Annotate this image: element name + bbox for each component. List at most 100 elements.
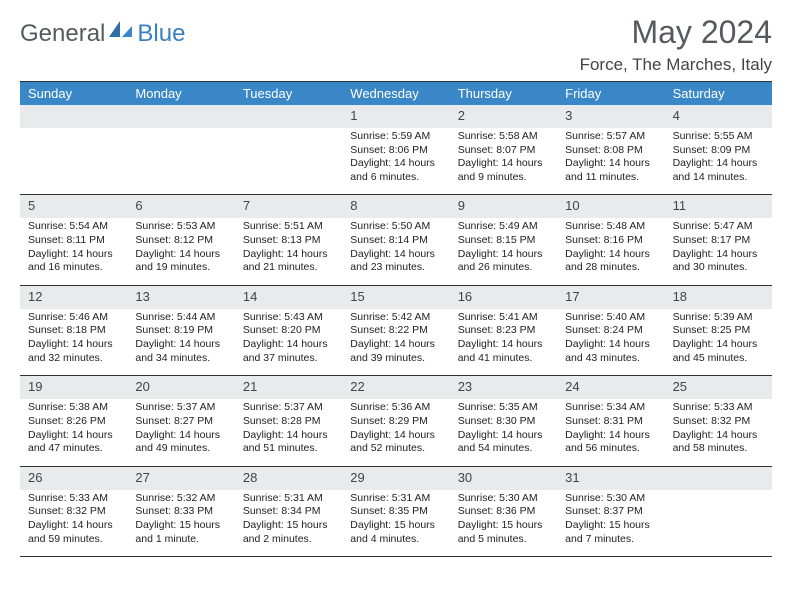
sunset-text: Sunset: 8:29 PM [350, 415, 441, 429]
sunrise-text: Sunrise: 5:39 AM [673, 311, 764, 325]
day-cell: 26Sunrise: 5:33 AMSunset: 8:32 PMDayligh… [20, 467, 127, 556]
sail-icon [109, 19, 135, 44]
sunrise-text: Sunrise: 5:57 AM [565, 130, 656, 144]
day-cell: 14Sunrise: 5:43 AMSunset: 8:20 PMDayligh… [235, 286, 342, 375]
day-cell: 9Sunrise: 5:49 AMSunset: 8:15 PMDaylight… [450, 195, 557, 284]
day-body: Sunrise: 5:41 AMSunset: 8:23 PMDaylight:… [450, 309, 557, 376]
daylight-text: Daylight: 15 hours and 5 minutes. [458, 519, 549, 546]
day-body: Sunrise: 5:58 AMSunset: 8:07 PMDaylight:… [450, 128, 557, 195]
daylight-text: Daylight: 14 hours and 52 minutes. [350, 429, 441, 456]
sunrise-text: Sunrise: 5:49 AM [458, 220, 549, 234]
day-number [235, 105, 342, 128]
sunrise-text: Sunrise: 5:40 AM [565, 311, 656, 325]
day-header-thursday: Thursday [450, 82, 557, 105]
day-header-sunday: Sunday [20, 82, 127, 105]
sunrise-text: Sunrise: 5:37 AM [135, 401, 226, 415]
daylight-text: Daylight: 14 hours and 56 minutes. [565, 429, 656, 456]
title-block: May 2024 Force, The Marches, Italy [580, 14, 772, 75]
day-header-saturday: Saturday [665, 82, 772, 105]
sunrise-text: Sunrise: 5:51 AM [243, 220, 334, 234]
day-number: 7 [235, 195, 342, 218]
sunset-text: Sunset: 8:27 PM [135, 415, 226, 429]
daylight-text: Daylight: 14 hours and 14 minutes. [673, 157, 764, 184]
sunrise-text: Sunrise: 5:47 AM [673, 220, 764, 234]
logo-text-general: General [20, 20, 105, 48]
daylight-text: Daylight: 14 hours and 6 minutes. [350, 157, 441, 184]
sunset-text: Sunset: 8:26 PM [28, 415, 119, 429]
week-row: 12Sunrise: 5:46 AMSunset: 8:18 PMDayligh… [20, 286, 772, 376]
sunrise-text: Sunrise: 5:54 AM [28, 220, 119, 234]
day-body: Sunrise: 5:35 AMSunset: 8:30 PMDaylight:… [450, 399, 557, 466]
day-body: Sunrise: 5:30 AMSunset: 8:36 PMDaylight:… [450, 490, 557, 557]
day-body: Sunrise: 5:36 AMSunset: 8:29 PMDaylight:… [342, 399, 449, 466]
sunrise-text: Sunrise: 5:34 AM [565, 401, 656, 415]
sunrise-text: Sunrise: 5:30 AM [565, 492, 656, 506]
day-number: 30 [450, 467, 557, 490]
day-number: 23 [450, 376, 557, 399]
daylight-text: Daylight: 15 hours and 1 minute. [135, 519, 226, 546]
day-cell: 20Sunrise: 5:37 AMSunset: 8:27 PMDayligh… [127, 376, 234, 465]
sunrise-text: Sunrise: 5:46 AM [28, 311, 119, 325]
day-number: 25 [665, 376, 772, 399]
day-cell: 24 Sunrise: 5:34 AMSunset: 8:31 PMDayligh… [557, 376, 664, 465]
daylight-text: Daylight: 14 hours and 47 minutes. [28, 429, 119, 456]
sunrise-text: Sunrise: 5:58 AM [458, 130, 549, 144]
day-body [235, 128, 342, 140]
day-cell [665, 467, 772, 556]
day-body: Sunrise: 5:50 AMSunset: 8:14 PMDaylight:… [342, 218, 449, 285]
sunset-text: Sunset: 8:33 PM [135, 505, 226, 519]
day-number: 2 [450, 105, 557, 128]
day-number: 12 [20, 286, 127, 309]
weeks-container: 1Sunrise: 5:59 AMSunset: 8:06 PMDaylight… [20, 105, 772, 557]
day-cell: 10Sunrise: 5:48 AMSunset: 8:16 PMDayligh… [557, 195, 664, 284]
day-body: Sunrise: 5:49 AMSunset: 8:15 PMDaylight:… [450, 218, 557, 285]
daylight-text: Daylight: 14 hours and 19 minutes. [135, 248, 226, 275]
sunset-text: Sunset: 8:14 PM [350, 234, 441, 248]
sunrise-text: Sunrise: 5:35 AM [458, 401, 549, 415]
day-body: Sunrise: 5:55 AMSunset: 8:09 PMDaylight:… [665, 128, 772, 195]
day-cell: 13Sunrise: 5:44 AMSunset: 8:19 PMDayligh… [127, 286, 234, 375]
day-body: Sunrise: 5:47 AMSunset: 8:17 PMDaylight:… [665, 218, 772, 285]
sunset-text: Sunset: 8:06 PM [350, 144, 441, 158]
week-row: 19Sunrise: 5:38 AMSunset: 8:26 PMDayligh… [20, 376, 772, 466]
sunrise-text: Sunrise: 5:44 AM [135, 311, 226, 325]
day-body: Sunrise: 5:44 AMSunset: 8:19 PMDaylight:… [127, 309, 234, 376]
daylight-text: Daylight: 14 hours and 49 minutes. [135, 429, 226, 456]
sunset-text: Sunset: 8:17 PM [673, 234, 764, 248]
daylight-text: Daylight: 14 hours and 34 minutes. [135, 338, 226, 365]
logo: General Blue [20, 20, 185, 48]
day-body: Sunrise: 5:51 AMSunset: 8:13 PMDaylight:… [235, 218, 342, 285]
week-row: 26Sunrise: 5:33 AMSunset: 8:32 PMDayligh… [20, 467, 772, 557]
sunset-text: Sunset: 8:23 PM [458, 324, 549, 338]
day-cell: 2Sunrise: 5:58 AMSunset: 8:07 PMDaylight… [450, 105, 557, 194]
daylight-text: Daylight: 14 hours and 16 minutes. [28, 248, 119, 275]
sunset-text: Sunset: 8:09 PM [673, 144, 764, 158]
day-cell [127, 105, 234, 194]
day-header-row: SundayMondayTuesdayWednesdayThursdayFrid… [20, 82, 772, 105]
logo-text-blue: Blue [137, 20, 185, 48]
sunrise-text: Sunrise: 5:50 AM [350, 220, 441, 234]
day-cell: 15Sunrise: 5:42 AMSunset: 8:22 PMDayligh… [342, 286, 449, 375]
week-row: 5Sunrise: 5:54 AMSunset: 8:11 PMDaylight… [20, 195, 772, 285]
sunset-text: Sunset: 8:31 PM [565, 415, 656, 429]
daylight-text: Daylight: 15 hours and 7 minutes. [565, 519, 656, 546]
day-number: 13 [127, 286, 234, 309]
day-cell: 30Sunrise: 5:30 AMSunset: 8:36 PMDayligh… [450, 467, 557, 556]
day-number: 3 [557, 105, 664, 128]
day-cell: 31Sunrise: 5:30 AMSunset: 8:37 PMDayligh… [557, 467, 664, 556]
day-number: 24 [557, 376, 664, 399]
sunset-text: Sunset: 8:11 PM [28, 234, 119, 248]
daylight-text: Daylight: 14 hours and 9 minutes. [458, 157, 549, 184]
sunset-text: Sunset: 8:37 PM [565, 505, 656, 519]
daylight-text: Daylight: 14 hours and 32 minutes. [28, 338, 119, 365]
sunrise-text: Sunrise: 5:30 AM [458, 492, 549, 506]
day-cell: 22Sunrise: 5:36 AMSunset: 8:29 PMDayligh… [342, 376, 449, 465]
day-cell: 21Sunrise: 5:37 AMSunset: 8:28 PMDayligh… [235, 376, 342, 465]
sunset-text: Sunset: 8:08 PM [565, 144, 656, 158]
day-number: 18 [665, 286, 772, 309]
day-body: Sunrise: 5:59 AMSunset: 8:06 PMDaylight:… [342, 128, 449, 195]
day-body [20, 128, 127, 140]
daylight-text: Daylight: 14 hours and 54 minutes. [458, 429, 549, 456]
sunset-text: Sunset: 8:25 PM [673, 324, 764, 338]
day-number: 1 [342, 105, 449, 128]
